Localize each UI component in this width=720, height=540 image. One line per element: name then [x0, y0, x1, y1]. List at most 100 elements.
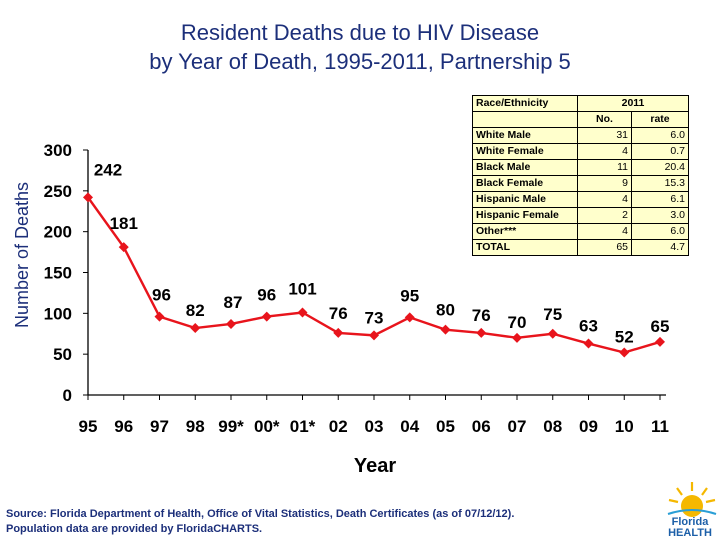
y-tick-label: 0 — [63, 386, 72, 405]
data-point-marker — [476, 327, 487, 338]
data-label: 65 — [651, 317, 670, 336]
data-label: 76 — [472, 306, 491, 325]
race-ethnicity-table: Race/Ethnicity 2011 No. rate White Male 3… — [472, 95, 689, 256]
data-label: 63 — [579, 317, 598, 336]
row-label: TOTAL — [472, 239, 578, 256]
table-row: Hispanic Female 2 3.0 — [472, 207, 689, 224]
x-tick-label: 03 — [365, 417, 384, 436]
y-tick-label: 150 — [44, 264, 72, 283]
row-rate: 6.1 — [631, 191, 689, 208]
data-point-marker — [154, 311, 165, 322]
row-rate: 4.7 — [631, 239, 689, 256]
row-number: 65 — [577, 239, 632, 256]
title-line-2: by Year of Death, 1995-2011, Partnership… — [149, 49, 571, 74]
data-point-marker — [118, 242, 129, 253]
table-row: Black Male 11 20.4 — [472, 159, 689, 176]
x-tick-label: 10 — [615, 417, 634, 436]
row-label: Hispanic Male — [472, 191, 578, 208]
x-tick-label: 09 — [579, 417, 598, 436]
data-label: 101 — [288, 280, 316, 299]
data-label: 80 — [436, 301, 455, 320]
header-no: No. — [577, 111, 632, 128]
sun-icon — [667, 482, 717, 517]
table-row: Hispanic Male 4 6.1 — [472, 191, 689, 208]
table-subheader-row: No. rate — [472, 111, 689, 128]
y-tick-label: 50 — [53, 345, 72, 364]
x-tick-label: 00* — [254, 417, 280, 436]
x-tick-label: 02 — [329, 417, 348, 436]
row-number: 9 — [577, 175, 632, 192]
row-label: Other*** — [472, 223, 578, 240]
row-number: 2 — [577, 207, 632, 224]
x-ticks: 95 96 97 98 99* 00* 01* 02 03 04 05 06 07 08 09 10 11 — [79, 395, 669, 436]
data-labels: 242 181 96 82 87 96 101 76 73 95 80 76 70 75 63 52 65 — [94, 160, 670, 346]
data-label: 87 — [224, 293, 243, 312]
series-line — [83, 192, 665, 358]
data-point-marker — [440, 324, 451, 335]
table-body: White Male 31 6.0 White Female 4 0.7 Black Mal… — [472, 127, 689, 256]
data-point-marker — [512, 332, 522, 343]
data-label: 96 — [257, 286, 276, 305]
title-line-1: Resident Deaths due to HIV Disease — [180, 20, 540, 45]
logo-text-florida: Florida — [672, 516, 710, 528]
x-tick-label: 97 — [150, 417, 169, 436]
data-label: 82 — [186, 301, 205, 320]
data-point-marker — [619, 347, 630, 358]
source-note: Source: Florida Department of Health, Of… — [6, 507, 514, 537]
x-tick-label: 07 — [508, 417, 527, 436]
x-tick-label: 95 — [79, 417, 98, 436]
data-point-marker — [583, 338, 594, 349]
row-rate: 20.4 — [631, 159, 689, 176]
y-tick-label: 100 — [44, 304, 72, 323]
x-tick-label: 11 — [651, 417, 669, 436]
table-row: TOTAL 65 4.7 — [472, 239, 689, 256]
row-number: 4 — [577, 143, 632, 160]
table-row: Black Female 9 15.3 — [472, 175, 689, 192]
x-tick-label: 01* — [290, 417, 316, 436]
table-header-row: Race/Ethnicity 2011 — [472, 95, 689, 112]
table-row: White Female 4 0.7 — [472, 143, 689, 160]
logo-text-health: HEALTH — [668, 527, 712, 538]
data-point-marker — [333, 327, 344, 338]
row-rate: 15.3 — [631, 175, 689, 192]
x-tick-label: 98 — [186, 417, 205, 436]
row-rate: 6.0 — [631, 223, 689, 240]
row-number: 4 — [577, 191, 632, 208]
data-point-marker — [83, 192, 93, 203]
y-tick-label: 250 — [44, 182, 72, 201]
data-label: 96 — [152, 286, 171, 305]
header-year: 2011 — [577, 95, 689, 112]
row-label: Black Female — [472, 175, 578, 192]
row-label: Black Male — [472, 159, 578, 176]
subheader-blank — [472, 111, 578, 128]
data-point-marker — [297, 307, 308, 318]
x-tick-label: 05 — [436, 417, 455, 436]
x-tick-label: 04 — [400, 417, 419, 436]
header-rate: rate — [631, 111, 689, 128]
x-axis-label: Year — [354, 455, 396, 477]
y-ticks: 0 50 100 150 200 250 300 — [44, 141, 88, 405]
row-number: 4 — [577, 223, 632, 240]
row-rate: 3.0 — [631, 207, 689, 224]
row-number: 31 — [577, 127, 632, 144]
header-race-ethnicity: Race/Ethnicity — [472, 95, 578, 112]
y-axis-label: Number of Deaths — [12, 182, 32, 328]
y-tick-label: 200 — [44, 223, 72, 242]
source-line-1: Source: Florida Department of Health, Of… — [6, 508, 515, 520]
data-label: 75 — [543, 305, 562, 324]
data-label: 181 — [110, 214, 138, 233]
data-point-marker — [226, 318, 236, 329]
florida-health-logo: Florida HEALTH — [667, 482, 717, 538]
chart-title: Resident Deaths due to HIV Disease by Ye… — [0, 18, 720, 76]
data-label: 242 — [94, 160, 122, 179]
row-rate: 6.0 — [631, 127, 689, 144]
x-tick-label: 96 — [114, 417, 133, 436]
data-point-marker — [547, 328, 558, 339]
data-label: 70 — [508, 313, 527, 332]
table-row: Other*** 4 6.0 — [472, 223, 689, 240]
row-number: 11 — [577, 159, 632, 176]
x-tick-label: 99* — [218, 417, 244, 436]
x-tick-label: 06 — [472, 417, 491, 436]
source-line-2: Population data are provided by FloridaC… — [6, 523, 263, 535]
data-point-marker — [190, 323, 201, 334]
